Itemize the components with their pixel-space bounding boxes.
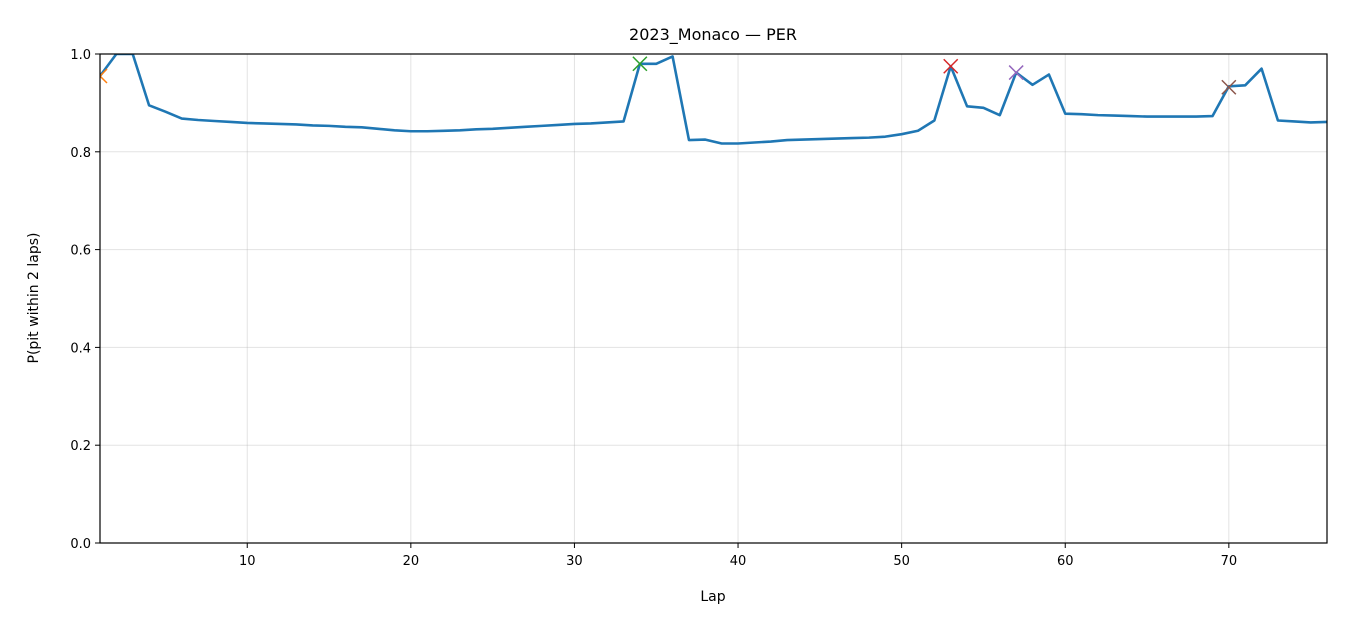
x-tick-label: 10 [239,554,256,569]
y-tick-label: 1.0 [70,48,91,63]
y-axis-label: P(pit within 2 laps) [26,232,42,363]
series-line [100,54,1327,145]
y-tick-label: 0.4 [70,341,91,356]
pit-marker [632,56,648,72]
x-tick-label: 40 [730,554,747,569]
x-axis-label: Lap [700,589,725,605]
y-tick-label: 0.6 [70,244,91,259]
x-tick-label: 20 [403,554,420,569]
pit-marker [1221,79,1237,95]
x-tick-label: 70 [1221,554,1238,569]
x-tick-label: 30 [566,554,583,569]
x-axis: 10 20 30 40 50 60 70 [239,543,1237,569]
pit-marker [1008,65,1024,81]
markers [100,56,1237,95]
x-tick-label: 50 [893,554,910,569]
y-tick-label: 0.8 [70,146,91,161]
y-tick-label: 0.0 [70,537,91,552]
pit-marker [100,68,108,84]
y-axis: 0.0 0.2 0.4 0.6 0.8 1.0 [70,48,100,552]
pit-marker [943,58,959,74]
plot-frame [99,53,1328,544]
plot-area [100,54,1327,145]
x-tick-label: 60 [1057,554,1074,569]
y-tick-label: 0.2 [70,439,91,454]
chart-title: 2023_Monaco — PER [629,25,797,45]
